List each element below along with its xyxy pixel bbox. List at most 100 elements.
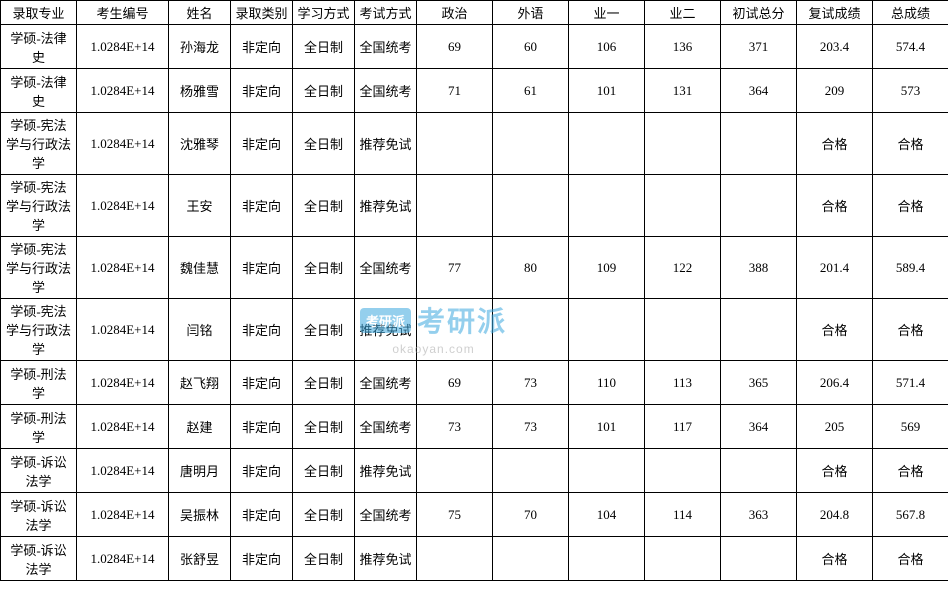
table-cell: 全国统考 — [355, 493, 417, 537]
table-cell: 203.4 — [797, 25, 873, 69]
table-cell: 80 — [493, 237, 569, 299]
table-cell: 非定向 — [231, 237, 293, 299]
table-cell: 117 — [645, 405, 721, 449]
table-cell: 全日制 — [293, 69, 355, 113]
table-cell: 388 — [721, 237, 797, 299]
table-cell: 学硕-宪法学与行政法学 — [1, 175, 77, 237]
table-cell: 赵建 — [169, 405, 231, 449]
table-cell — [417, 449, 493, 493]
table-cell — [721, 113, 797, 175]
col-politics: 政治 — [417, 1, 493, 25]
table-cell: 魏佳慧 — [169, 237, 231, 299]
table-cell: 非定向 — [231, 361, 293, 405]
col-name: 姓名 — [169, 1, 231, 25]
col-subject2: 业二 — [645, 1, 721, 25]
table-cell — [417, 537, 493, 581]
table-cell: 1.0284E+14 — [77, 493, 169, 537]
table-cell: 206.4 — [797, 361, 873, 405]
table-row: 学硕-诉讼法学1.0284E+14唐明月非定向全日制推荐免试合格合格 — [1, 449, 948, 493]
table-cell: 学硕-诉讼法学 — [1, 537, 77, 581]
table-cell: 推荐免试 — [355, 175, 417, 237]
table-cell — [721, 299, 797, 361]
table-cell: 合格 — [873, 299, 948, 361]
col-candidate-id: 考生编号 — [77, 1, 169, 25]
table-cell: 363 — [721, 493, 797, 537]
table-cell: 365 — [721, 361, 797, 405]
table-cell: 全日制 — [293, 537, 355, 581]
col-exam-mode: 考试方式 — [355, 1, 417, 25]
table-cell: 571.4 — [873, 361, 948, 405]
table-cell — [569, 449, 645, 493]
table-row: 学硕-宪法学与行政法学1.0284E+14魏佳慧非定向全日制全国统考778010… — [1, 237, 948, 299]
table-cell — [721, 449, 797, 493]
table-cell: 学硕-刑法学 — [1, 361, 77, 405]
table-cell: 60 — [493, 25, 569, 69]
table-cell: 77 — [417, 237, 493, 299]
col-prelim-total: 初试总分 — [721, 1, 797, 25]
table-cell: 1.0284E+14 — [77, 449, 169, 493]
table-cell: 全日制 — [293, 299, 355, 361]
table-cell: 全国统考 — [355, 405, 417, 449]
table-cell — [569, 537, 645, 581]
table-cell: 136 — [645, 25, 721, 69]
table-cell — [569, 113, 645, 175]
col-total-score: 总成绩 — [873, 1, 948, 25]
table-cell: 204.8 — [797, 493, 873, 537]
table-cell: 61 — [493, 69, 569, 113]
table-cell: 学硕-宪法学与行政法学 — [1, 299, 77, 361]
table-cell: 张舒昱 — [169, 537, 231, 581]
table-cell: 全日制 — [293, 25, 355, 69]
table-cell: 杨雅雪 — [169, 69, 231, 113]
table-cell — [721, 175, 797, 237]
table-cell: 合格 — [797, 175, 873, 237]
table-cell: 非定向 — [231, 175, 293, 237]
table-body: 学硕-法律史1.0284E+14孙海龙非定向全日制全国统考69601061363… — [1, 25, 948, 581]
table-cell: 全日制 — [293, 113, 355, 175]
admission-table: 录取专业 考生编号 姓名 录取类别 学习方式 考试方式 政治 外语 业一 业二 … — [0, 0, 948, 581]
table-cell — [569, 299, 645, 361]
table-cell: 205 — [797, 405, 873, 449]
table-row: 学硕-刑法学1.0284E+14赵飞翔非定向全日制全国统考69731101133… — [1, 361, 948, 405]
table-cell: 1.0284E+14 — [77, 69, 169, 113]
table-cell: 王安 — [169, 175, 231, 237]
col-major: 录取专业 — [1, 1, 77, 25]
table-cell: 1.0284E+14 — [77, 361, 169, 405]
table-cell: 209 — [797, 69, 873, 113]
table-cell — [645, 113, 721, 175]
table-cell: 非定向 — [231, 405, 293, 449]
table-cell: 全日制 — [293, 493, 355, 537]
table-row: 学硕-宪法学与行政法学1.0284E+14闫铭非定向全日制推荐免试合格合格 — [1, 299, 948, 361]
table-cell: 567.8 — [873, 493, 948, 537]
table-cell: 合格 — [873, 175, 948, 237]
table-cell: 73 — [493, 405, 569, 449]
table-cell — [417, 175, 493, 237]
table-cell: 学硕-宪法学与行政法学 — [1, 237, 77, 299]
table-cell: 全日制 — [293, 237, 355, 299]
table-cell: 唐明月 — [169, 449, 231, 493]
table-cell: 122 — [645, 237, 721, 299]
table-cell: 573 — [873, 69, 948, 113]
table-cell: 1.0284E+14 — [77, 25, 169, 69]
table-cell: 201.4 — [797, 237, 873, 299]
table-cell: 1.0284E+14 — [77, 113, 169, 175]
table-row: 学硕-刑法学1.0284E+14赵建非定向全日制全国统考737310111736… — [1, 405, 948, 449]
table-row: 学硕-法律史1.0284E+14杨雅雪非定向全日制全国统考71611011313… — [1, 69, 948, 113]
table-cell: 闫铭 — [169, 299, 231, 361]
table-cell: 1.0284E+14 — [77, 405, 169, 449]
table-cell: 109 — [569, 237, 645, 299]
col-study-mode: 学习方式 — [293, 1, 355, 25]
col-subject1: 业一 — [569, 1, 645, 25]
table-cell — [645, 449, 721, 493]
table-cell: 101 — [569, 405, 645, 449]
table-cell: 推荐免试 — [355, 299, 417, 361]
table-cell: 589.4 — [873, 237, 948, 299]
table-cell — [493, 175, 569, 237]
table-cell — [645, 175, 721, 237]
table-cell: 110 — [569, 361, 645, 405]
table-cell: 全日制 — [293, 175, 355, 237]
table-cell — [645, 299, 721, 361]
table-cell: 全日制 — [293, 361, 355, 405]
table-cell: 106 — [569, 25, 645, 69]
table-cell: 非定向 — [231, 449, 293, 493]
table-cell — [493, 537, 569, 581]
